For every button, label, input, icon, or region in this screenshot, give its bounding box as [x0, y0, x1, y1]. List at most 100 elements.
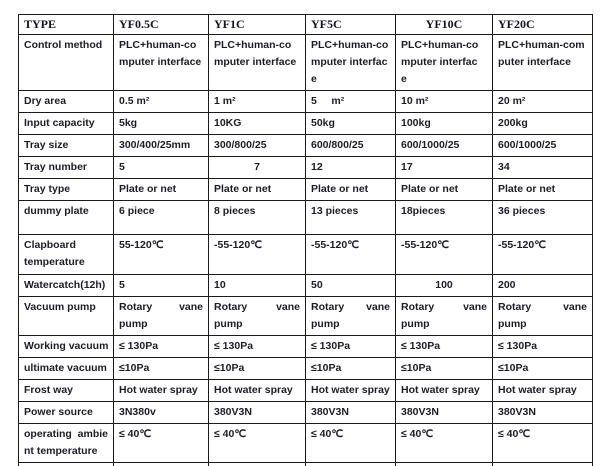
spec-value: PLC+human-co mputer interfac e [305, 34, 396, 91]
spec-value: 300/400/25mm [113, 134, 209, 157]
row-label: operating ambie nt temperature [18, 423, 114, 463]
spec-value: ≤ 40℃ [395, 423, 493, 463]
spec-value: ≤10Pa [492, 357, 593, 380]
row-label: Tray type [18, 178, 114, 201]
table-row: power 5KW 6KW 16KW 28KW 45KW [18, 462, 593, 466]
spec-value: 7 [208, 156, 306, 179]
row-label: power [18, 462, 114, 466]
column-header-yf5c: YF5C [305, 14, 396, 35]
spec-value: 12 [305, 156, 396, 179]
table-row: Clapboard temperature 55-120℃ -55-120℃ -… [18, 234, 593, 275]
spec-value: ≤ 40℃ [208, 423, 306, 463]
spec-value: 20 m² [492, 90, 593, 113]
spec-value: ≤10Pa [113, 357, 209, 380]
spec-value: 300/800/25 [208, 134, 306, 157]
table-row: Input capacity 5kg 10KG 50kg 100kg 200kg [18, 112, 593, 135]
spec-value: 380V3N [305, 401, 396, 424]
spec-value: 200 [492, 274, 593, 297]
spec-value: 8 pieces [208, 200, 306, 235]
spec-value: 10KG [208, 112, 306, 135]
spec-value: Plate or net [395, 178, 493, 201]
row-label: Working vacuum [18, 335, 114, 358]
column-header-type: TYPE [18, 14, 114, 35]
spec-value: Hot water spray [305, 379, 396, 402]
spec-value: 600/800/25 [305, 134, 396, 157]
spec-value: 5 [113, 274, 209, 297]
spec-value: -55-120℃ [208, 234, 306, 275]
table-row: Tray type Plate or net Plate or net Plat… [18, 178, 593, 201]
spec-value: 1 m² [208, 90, 306, 113]
spec-value: ≤ 40℃ [492, 423, 593, 463]
spec-value: Hot water spray [492, 379, 593, 402]
spec-value: ≤ 130Pa [113, 335, 209, 358]
spec-table: TYPE YF0.5C YF1C YF5C YF10C YF20C Contro… [18, 14, 593, 466]
spec-value: -55-120℃ [492, 234, 593, 275]
spec-value: 28KW [395, 462, 493, 466]
row-label: Tray size [18, 134, 114, 157]
spec-value: Hot water spray [208, 379, 306, 402]
spec-value: 34 [492, 156, 593, 179]
spec-value: Rotary vane pump [492, 296, 593, 336]
spec-value: 10 m² [395, 90, 493, 113]
spec-value: 17 [395, 156, 493, 179]
table-row: Working vacuum ≤ 130Pa ≤ 130Pa ≤ 130Pa ≤… [18, 335, 593, 358]
column-header-yf1c: YF1C [208, 14, 306, 35]
table-row: ultimate vacuum ≤10Pa ≤10Pa ≤10Pa ≤10Pa … [18, 357, 593, 380]
spec-value: 5KW [113, 462, 209, 466]
spec-value: 50kg [305, 112, 396, 135]
spec-value: ≤ 40℃ [113, 423, 209, 463]
spec-value: 6KW [208, 462, 306, 466]
spec-value: 200kg [492, 112, 593, 135]
spec-value: Rotary vane pump [208, 296, 306, 336]
spec-value: Rotary vane pump [395, 296, 493, 336]
spec-value: -55-120℃ [305, 234, 396, 275]
spec-value: Rotary vane pump [113, 296, 209, 336]
spec-value: 13 pieces [305, 200, 396, 235]
spec-value: Plate or net [113, 178, 209, 201]
spec-value: PLC+human-co mputer interfac e [395, 34, 493, 91]
table-row: Tray number 5 7 12 17 34 [18, 156, 593, 179]
row-label: ultimate vacuum [18, 357, 114, 380]
row-label: Control method [18, 34, 114, 91]
spec-value: ≤ 130Pa [492, 335, 593, 358]
spec-value: 100kg [395, 112, 493, 135]
table-row: Vacuum pump Rotary vane pump Rotary vane… [18, 296, 593, 336]
row-label: Clapboard temperature [18, 234, 114, 275]
spec-value: Rotary vane pump [305, 296, 396, 336]
spec-value: 3N380v [113, 401, 209, 424]
spec-value: 5kg [113, 112, 209, 135]
spec-value: 600/1000/25 [395, 134, 493, 157]
spec-value: 600/1000/25 [492, 134, 593, 157]
spec-value: 100 [395, 274, 493, 297]
spec-value: ≤10Pa [395, 357, 493, 380]
table-row: Frost way Hot water spray Hot water spra… [18, 379, 593, 402]
spec-value: 10 [208, 274, 306, 297]
spec-value: 5 [113, 156, 209, 179]
spec-value: ≤ 130Pa [208, 335, 306, 358]
spec-value: PLC+human-co mputer interface [113, 34, 209, 91]
spec-value: 45KW [492, 462, 593, 466]
spec-value: 5 m² [305, 90, 396, 113]
row-label: Frost way [18, 379, 114, 402]
spec-value: ≤ 130Pa [395, 335, 493, 358]
table-row: Dry area 0.5 m² 1 m² 5 m² 10 m² 20 m² [18, 90, 593, 113]
spec-value: 380V3N [395, 401, 493, 424]
row-label: Power source [18, 401, 114, 424]
spec-value: 380V3N [208, 401, 306, 424]
row-label: Tray number [18, 156, 114, 179]
table-row: operating ambie nt temperature ≤ 40℃ ≤ 4… [18, 423, 593, 463]
spec-value: Plate or net [208, 178, 306, 201]
spec-value: -55-120℃ [395, 234, 493, 275]
spec-value: 6 piece [113, 200, 209, 235]
spec-value: ≤ 40℃ [305, 423, 396, 463]
row-label: Dry area [18, 90, 114, 113]
spec-value: ≤ 130Pa [305, 335, 396, 358]
spec-value: 16KW [305, 462, 396, 466]
spec-value: 55-120℃ [113, 234, 209, 275]
spec-value: Hot water spray [395, 379, 493, 402]
row-label: Watercatch(12h) [18, 274, 114, 297]
spec-value: 18pieces [395, 200, 493, 235]
row-label: Input capacity [18, 112, 114, 135]
spec-value: PLC+human-com puter interface [492, 34, 593, 91]
